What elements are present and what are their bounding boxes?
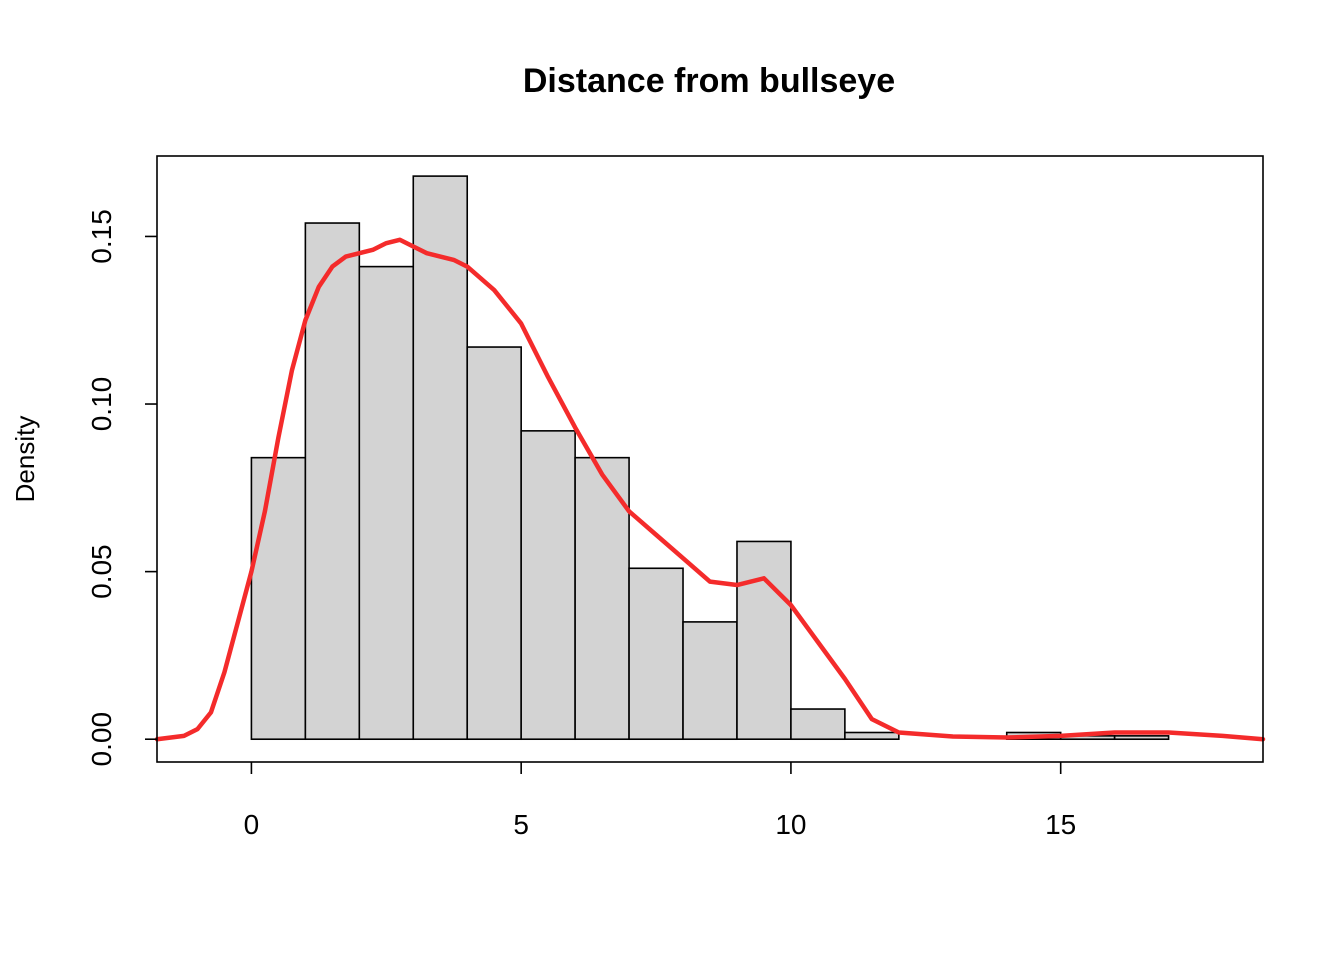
y-tick-label: 0.00 bbox=[86, 712, 117, 767]
x-axis: 0 5 10 15 bbox=[244, 762, 1076, 840]
y-tick-label: 0.15 bbox=[86, 209, 117, 264]
histogram-bar bbox=[412, 175, 469, 741]
histogram-bar bbox=[844, 731, 900, 740]
x-tick-label: 5 bbox=[513, 809, 529, 840]
y-axis-label: Density bbox=[10, 416, 40, 503]
plot-frame bbox=[156, 155, 1264, 763]
histogram-bar bbox=[358, 265, 415, 741]
histogram-bar bbox=[790, 708, 846, 741]
y-axis: 0.00 0.05 0.10 0.15 bbox=[86, 209, 157, 766]
histogram-bar bbox=[1113, 735, 1170, 741]
histogram-bar bbox=[628, 567, 684, 741]
density-curve-layer bbox=[154, 237, 1266, 742]
density-curve bbox=[154, 237, 1266, 742]
histogram-bar bbox=[520, 430, 576, 741]
y-tick-label: 0.10 bbox=[86, 377, 117, 432]
x-tick-label: 0 bbox=[244, 809, 260, 840]
x-tick-label: 10 bbox=[775, 809, 806, 840]
y-tick-label: 0.05 bbox=[86, 544, 117, 599]
histogram-bar bbox=[466, 346, 522, 741]
histogram-bar bbox=[682, 621, 738, 741]
chart-title: Distance from bullseye bbox=[523, 62, 895, 100]
histogram-bar bbox=[736, 540, 792, 741]
histogram-bar bbox=[574, 456, 630, 741]
x-tick-label: 15 bbox=[1045, 809, 1076, 840]
bars-layer bbox=[250, 175, 1170, 741]
histogram-bar bbox=[304, 222, 361, 741]
histogram-bar bbox=[250, 456, 307, 741]
